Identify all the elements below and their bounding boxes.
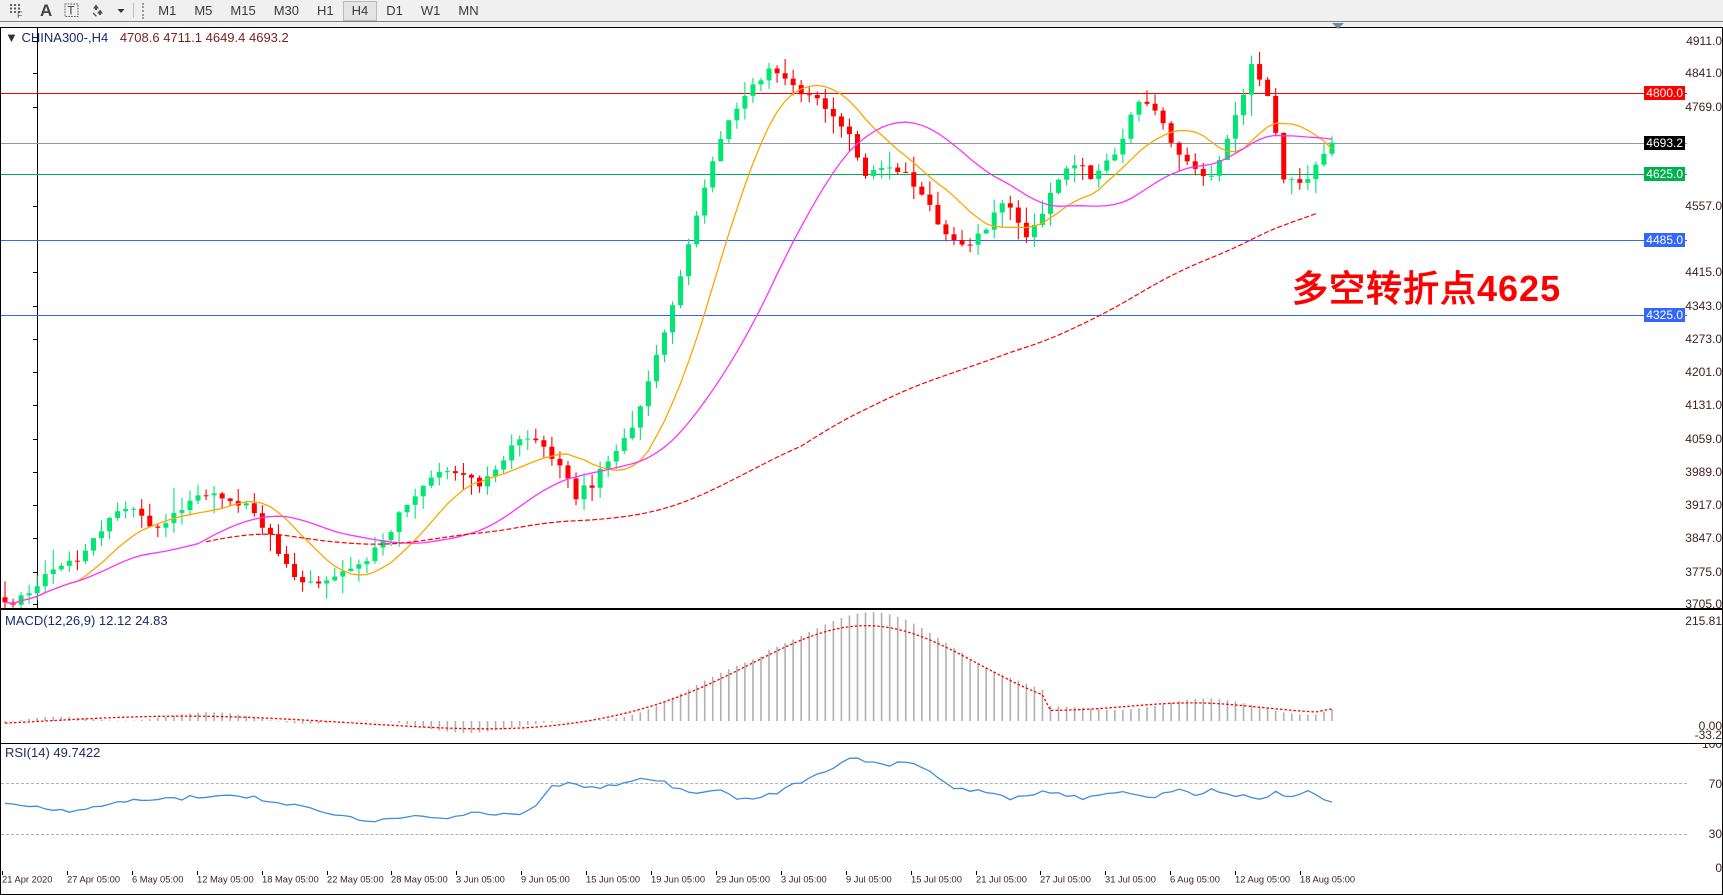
svg-text:F: F [17,10,23,18]
svg-text:T: T [68,3,76,17]
